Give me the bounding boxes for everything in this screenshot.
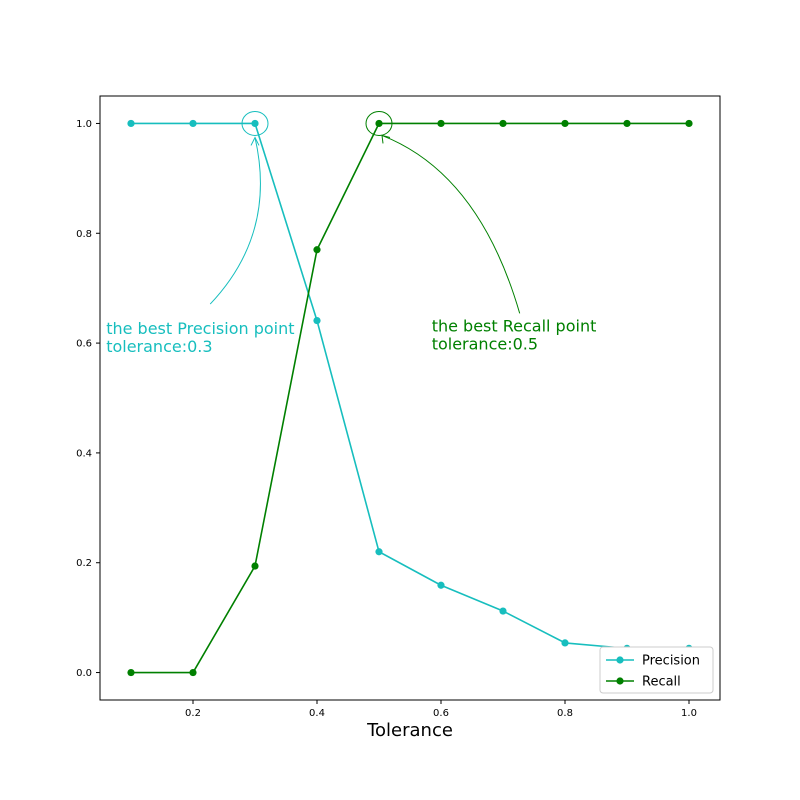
recall-line bbox=[131, 122, 689, 674]
precision-point bbox=[251, 119, 259, 128]
recall-annotation-text: tolerance:0.5 bbox=[432, 334, 538, 353]
precision-best-point-marker bbox=[241, 110, 269, 136]
y-tick-label: 0.8 bbox=[76, 229, 92, 240]
recall-point bbox=[127, 668, 135, 677]
recall-point bbox=[437, 119, 445, 128]
recall-point bbox=[499, 119, 507, 128]
recall-point bbox=[561, 119, 569, 128]
legend: Precision Recall bbox=[599, 646, 714, 694]
y-tick-label: 0.4 bbox=[76, 448, 92, 459]
recall-point bbox=[313, 246, 321, 254]
x-axis-label: Tolerance bbox=[366, 720, 453, 741]
recall-point bbox=[375, 119, 383, 128]
x-tick-label: 1.0 bbox=[681, 708, 697, 719]
precision-point bbox=[499, 607, 507, 615]
recall-point bbox=[623, 119, 631, 128]
recall-best-point-marker bbox=[365, 110, 393, 136]
precision-annotation-text: tolerance:0.3 bbox=[106, 337, 212, 356]
precision-point bbox=[313, 316, 321, 325]
x-tick-label: 0.8 bbox=[557, 708, 573, 719]
y-tick-label: 1.0 bbox=[76, 119, 92, 130]
precision-point bbox=[127, 119, 135, 128]
recall-point bbox=[251, 562, 259, 570]
legend-precision-label: Precision bbox=[642, 654, 700, 669]
y-tick-label: 0.2 bbox=[76, 558, 92, 569]
precision-point bbox=[375, 548, 383, 556]
legend-recall-marker bbox=[616, 677, 624, 685]
legend-precision-marker bbox=[616, 656, 624, 664]
recall-point bbox=[685, 119, 693, 128]
y-tick-label: 0.0 bbox=[76, 668, 92, 679]
precision-point bbox=[561, 639, 569, 647]
precision-annotation-arrow bbox=[209, 137, 261, 305]
recall-annotation-arrowhead bbox=[381, 134, 391, 144]
x-tick-label: 0.4 bbox=[309, 708, 325, 719]
precision-annotation-text: the best Precision point bbox=[106, 319, 294, 338]
precision-point bbox=[437, 581, 445, 589]
x-tick-label: 0.6 bbox=[433, 708, 449, 719]
legend-recall-label: Recall bbox=[642, 675, 681, 690]
recall-annotation-text: the best Recall point bbox=[432, 316, 597, 335]
precision-annotation-arrowhead bbox=[250, 136, 260, 146]
plot-area: 0.2 0.4 0.6 0.8 1.0 0.0 0.2 0.4 0.6 0.8 1.0 the bes… bbox=[76, 95, 721, 719]
precision-line bbox=[131, 122, 689, 650]
recall-point bbox=[189, 668, 197, 677]
plot-frame bbox=[99, 95, 721, 701]
y-tick-label: 0.6 bbox=[76, 339, 92, 350]
precision-point bbox=[189, 119, 197, 128]
x-tick-label: 0.2 bbox=[185, 708, 201, 719]
recall-annotation-arrow bbox=[381, 134, 521, 314]
